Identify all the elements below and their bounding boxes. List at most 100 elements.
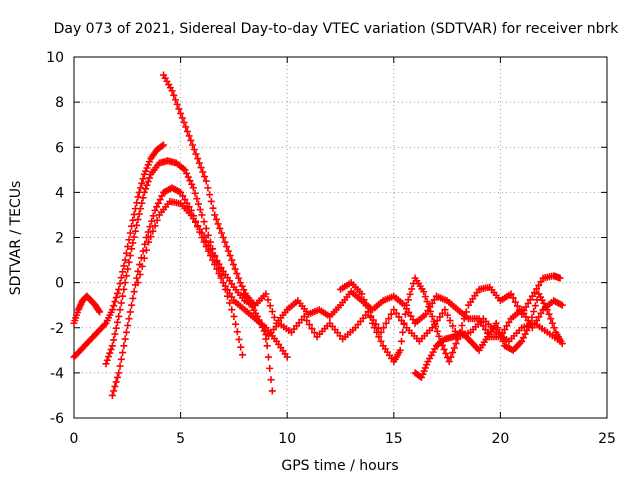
data-point	[217, 264, 225, 272]
data-point	[173, 100, 181, 108]
data-point	[189, 141, 197, 149]
data-point	[433, 327, 441, 335]
data-point	[160, 141, 168, 149]
data-point	[492, 319, 500, 327]
y-tick-label: 6	[55, 140, 64, 156]
data-point	[202, 237, 210, 245]
data-point	[200, 218, 208, 226]
data-point	[419, 370, 427, 378]
data-point	[404, 296, 412, 304]
data-point	[198, 229, 206, 237]
data-point	[122, 272, 130, 280]
data-point	[184, 173, 192, 181]
data-point	[421, 364, 429, 372]
data-point	[423, 298, 431, 306]
axis-ticks	[73, 56, 608, 419]
data-point	[387, 310, 395, 318]
data-point	[462, 308, 470, 316]
data-point	[226, 299, 234, 307]
data-point	[139, 175, 147, 183]
data-point	[170, 91, 178, 99]
y-axis-label: SDTVAR / TECUs	[8, 181, 24, 296]
data-point	[145, 238, 153, 246]
data-point	[558, 301, 566, 309]
data-point	[523, 326, 531, 334]
data-point	[202, 224, 210, 232]
data-point	[537, 309, 545, 317]
data-point	[223, 243, 231, 251]
data-point	[112, 294, 120, 302]
data-point	[371, 324, 379, 332]
data-point	[111, 382, 119, 390]
data-point	[264, 296, 272, 304]
data-point	[139, 247, 147, 255]
data-point	[196, 206, 204, 214]
data-point	[430, 317, 438, 325]
data-point	[137, 184, 145, 192]
data-point	[195, 200, 203, 208]
series-track-j	[411, 290, 566, 381]
data-point	[558, 340, 566, 348]
data-point	[221, 282, 229, 290]
data-point	[450, 344, 458, 352]
data-point	[145, 158, 153, 166]
data-point	[103, 356, 111, 364]
data-point	[187, 136, 195, 144]
data-point	[147, 233, 155, 241]
data-point	[507, 290, 515, 298]
data-point	[119, 268, 127, 276]
data-point	[115, 369, 123, 377]
data-point	[204, 241, 212, 249]
data-point	[112, 324, 120, 332]
data-point	[129, 216, 137, 224]
data-point	[524, 299, 532, 307]
x-tick-labels: 0 5 10 15 20 25	[70, 431, 616, 447]
data-point	[149, 212, 157, 220]
data-point	[113, 289, 121, 297]
data-point	[219, 279, 227, 287]
data-point	[213, 257, 221, 265]
y-tick-label: 4	[55, 185, 64, 201]
data-point	[134, 193, 142, 201]
data-point	[499, 337, 507, 345]
data-point	[399, 328, 407, 336]
data-point	[116, 280, 124, 288]
data-point	[236, 279, 244, 287]
data-point	[215, 260, 223, 268]
data-point	[107, 345, 115, 353]
data-point	[158, 142, 166, 150]
data-point	[128, 222, 136, 230]
data-point	[422, 310, 430, 318]
data-point	[358, 290, 366, 298]
data-point	[438, 309, 446, 317]
data-point	[181, 166, 189, 174]
data-point	[262, 290, 270, 298]
data-point	[409, 316, 417, 324]
data-point	[217, 274, 225, 282]
data-point	[501, 326, 509, 334]
data-point	[401, 310, 409, 318]
data-point	[235, 274, 243, 282]
data-point	[209, 249, 217, 257]
data-point	[235, 335, 243, 343]
y-tick-label: 8	[55, 95, 64, 111]
data-point	[192, 150, 200, 158]
data-point	[142, 246, 150, 254]
data-point	[96, 308, 104, 316]
data-point	[183, 199, 191, 207]
data-point	[129, 239, 137, 247]
data-point	[447, 353, 455, 361]
data-point	[266, 364, 274, 372]
data-point	[550, 324, 558, 332]
data-point	[134, 215, 142, 223]
data-point	[193, 195, 201, 203]
data-point	[207, 197, 215, 205]
data-point	[228, 293, 236, 301]
data-point	[151, 206, 159, 214]
data-point	[397, 337, 405, 345]
data-point	[119, 349, 127, 357]
data-point	[121, 335, 129, 343]
data-point	[270, 313, 278, 321]
data-point	[400, 319, 408, 327]
data-point	[446, 317, 454, 325]
